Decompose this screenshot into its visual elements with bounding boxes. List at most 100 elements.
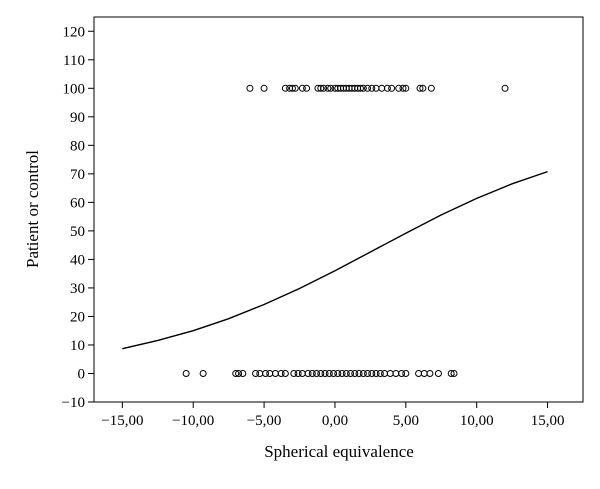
x-tick-label: −10,00 [172, 413, 214, 429]
scatter-point [376, 369, 384, 377]
x-tick-label: −5,00 [247, 413, 282, 429]
scatter-point [447, 369, 455, 377]
x-tick-label: −15,00 [101, 413, 143, 429]
scatter-point [262, 369, 270, 377]
scatter-point [372, 369, 380, 377]
scatter-point [426, 369, 434, 377]
scatter-point [402, 369, 410, 377]
scatter-point [372, 84, 380, 92]
scatter-point [364, 84, 372, 92]
scatter-point [291, 84, 299, 92]
scatter-point [288, 84, 296, 92]
y-tick-label: 0 [78, 366, 86, 382]
scatter-point [235, 369, 243, 377]
scatter-point [317, 84, 325, 92]
scatter-point [298, 84, 306, 92]
scatter-point [327, 84, 335, 92]
y-tick-label: 100 [63, 81, 86, 97]
scatter-point [266, 369, 274, 377]
scatter-point [356, 84, 364, 92]
scatter-point [252, 369, 260, 377]
y-tick-label: 10 [70, 338, 85, 354]
scatter-point [232, 369, 240, 377]
scatter-point [304, 369, 312, 377]
scatter-point [281, 84, 289, 92]
x-tick-label: 5,00 [393, 413, 419, 429]
plot-frame [93, 16, 584, 403]
scatter-point [402, 84, 410, 92]
scatter-point [364, 369, 372, 377]
scatter-point [334, 369, 342, 377]
scatter-point [359, 369, 367, 377]
x-axis-label: Spherical equivalence [264, 442, 414, 461]
scatter-point [239, 369, 247, 377]
scatter-point [427, 84, 435, 92]
scatter-point [321, 369, 329, 377]
scatter-point [416, 84, 424, 92]
scatter-point [281, 369, 289, 377]
scatter-point [290, 369, 298, 377]
scatter-point [298, 369, 306, 377]
scatter-point [347, 369, 355, 377]
scatter-points [182, 84, 509, 377]
scatter-point [325, 369, 333, 377]
fit-curve [122, 170, 548, 350]
y-tick-label: 70 [70, 167, 85, 183]
scatter-point [294, 369, 302, 377]
y-tick-label: 20 [70, 309, 85, 325]
y-tick-label: 30 [70, 281, 85, 297]
scatter-point [388, 84, 396, 92]
scatter-point [399, 84, 407, 92]
scatter-point [338, 369, 346, 377]
y-tick-label: 50 [70, 224, 85, 240]
scatter-point [355, 369, 363, 377]
scatter-point [415, 369, 423, 377]
scatter-point [419, 84, 427, 92]
scatter-point [277, 369, 285, 377]
scatter-point [330, 369, 338, 377]
x-tick-label: 10,00 [460, 413, 494, 429]
scatter-point [246, 84, 254, 92]
y-tick-label: 110 [63, 53, 85, 69]
scatter-point [395, 84, 403, 92]
scatter-point [359, 84, 367, 92]
scatter-point [501, 84, 509, 92]
scatter-point [392, 369, 400, 377]
fit-line-layer [122, 170, 548, 350]
x-axis: −15,00 −10,00 −5,00 0,00 5,00 10,00 15,00 [101, 402, 564, 429]
x-tick-label: 0,00 [322, 413, 348, 429]
scatter-point [342, 369, 350, 377]
scatter-point [434, 369, 442, 377]
scatter-point [260, 84, 268, 92]
scatter-point [368, 84, 376, 92]
x-tick-label: 15,00 [531, 413, 565, 429]
y-tick-label: −10 [62, 395, 85, 411]
scatter-point [398, 369, 406, 377]
scatter-point [320, 84, 328, 92]
y-axis-label: Patient or control [23, 150, 42, 268]
scatter-point [378, 84, 386, 92]
scatter-point [324, 84, 332, 92]
scatter-point [317, 369, 325, 377]
y-tick-label: 90 [70, 110, 85, 126]
scatter-point [182, 369, 190, 377]
scatter-point [383, 84, 391, 92]
scatter-point [303, 84, 311, 92]
scatter-point [256, 369, 264, 377]
y-tick-label: 120 [63, 24, 86, 40]
y-tick-label: 40 [70, 252, 85, 268]
scatter-point [271, 369, 279, 377]
y-tick-label: 80 [70, 138, 85, 154]
scatter-point [450, 369, 458, 377]
scatter-point [313, 369, 321, 377]
y-tick-label: 60 [70, 195, 85, 211]
scatter-point [351, 369, 359, 377]
scatter-point [308, 369, 316, 377]
y-axis: −10 0 10 20 30 40 50 60 70 80 90 100 110 120 [62, 24, 94, 411]
scatter-point [381, 369, 389, 377]
scatter-point [420, 369, 428, 377]
scatter-point [368, 369, 376, 377]
scatter-point [386, 369, 394, 377]
